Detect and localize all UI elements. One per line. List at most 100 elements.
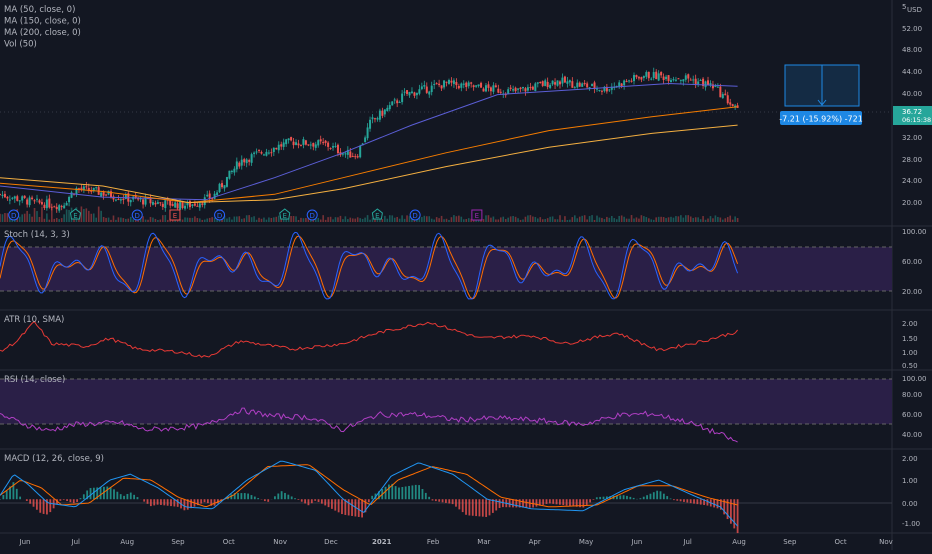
event-marker[interactable]: E [280, 209, 290, 220]
volume-bar [396, 217, 398, 222]
candle-body [655, 72, 657, 79]
event-marker[interactable]: E [170, 210, 180, 220]
rsi-title[interactable]: RSI (14, close) [4, 375, 65, 385]
event-label: D [412, 212, 417, 220]
price-axis[interactable]: 5 USD 52.00 48.00 44.00 40.00 32.00 28.0… [902, 3, 922, 207]
macd-histogram-bar [559, 499, 561, 504]
volume-bar [7, 213, 9, 222]
volume-bar [493, 217, 495, 222]
macd-tick: -1.00 [902, 520, 920, 528]
candle-body [672, 79, 674, 80]
candle-body [162, 204, 164, 207]
time-label: Jul [682, 538, 692, 546]
candle-body [4, 194, 6, 197]
stoch-tick: 100.00 [902, 228, 927, 236]
measure-tool[interactable]: -7.21 (-15.92%) -721 [779, 65, 863, 125]
atr-tick: 1.00 [902, 349, 918, 357]
candle-body [700, 80, 702, 81]
event-marker[interactable]: D [410, 210, 420, 220]
macd-histogram-bar [251, 495, 253, 499]
volume-bar [394, 218, 396, 222]
candle-body [6, 197, 8, 199]
event-marker[interactable]: D [215, 210, 225, 220]
atr-title[interactable]: ATR (10, SMA) [4, 315, 64, 325]
legend-ma200[interactable]: MA (200, close, 0) [4, 28, 81, 38]
volume-bar [692, 218, 694, 222]
volume-bar [330, 217, 332, 222]
candle-body [344, 153, 346, 154]
volume-bar [436, 217, 438, 222]
volume-bar [720, 218, 722, 222]
event-marker[interactable]: E [372, 209, 382, 220]
candle-body [552, 81, 554, 85]
candle-body [487, 84, 489, 88]
event-marker[interactable]: D [9, 210, 19, 220]
volume-bar [389, 215, 391, 222]
macd-histogram-bar [281, 491, 283, 499]
macd-histogram-bar [472, 499, 474, 516]
macd-histogram-bar [388, 485, 390, 500]
volume-bar [488, 215, 490, 222]
volume-bar [517, 218, 519, 222]
volume-bar [275, 217, 277, 222]
macd-histogram-bar [116, 492, 118, 499]
candle-body [189, 201, 191, 207]
legend-vol[interactable]: Vol (50) [4, 40, 37, 50]
volume-bar [675, 216, 677, 222]
candle-body [364, 137, 366, 142]
volume-bar [58, 219, 60, 222]
volume-bar [266, 220, 268, 222]
volume-bar [278, 216, 280, 222]
macd-histogram-bar [415, 485, 417, 499]
volume-bar [732, 220, 734, 222]
volume-bar [21, 214, 23, 222]
legend-ma50[interactable]: MA (50, close, 0) [4, 5, 75, 15]
candle-body [418, 89, 420, 94]
volume-bar [150, 217, 152, 222]
event-label: E [73, 212, 77, 220]
time-label: Sep [171, 538, 185, 546]
event-marker[interactable]: D [307, 210, 317, 220]
candle-body [122, 199, 124, 200]
volume-bar [515, 217, 517, 222]
volume-bar [490, 218, 492, 222]
volume-bar [162, 215, 164, 222]
macd-histogram-bar [512, 499, 514, 507]
macd-histogram-bar [127, 494, 129, 499]
event-marker[interactable]: E [472, 210, 482, 220]
macd-histogram-bar [358, 499, 360, 517]
volume-bar [105, 218, 107, 222]
macd-histogram-bar [264, 499, 266, 501]
volume-bar [113, 215, 115, 222]
volume-bar [320, 220, 322, 222]
event-marker[interactable]: D [132, 210, 142, 220]
volume-bar [601, 218, 603, 222]
macd-title[interactable]: MACD (12, 26, close, 9) [4, 454, 104, 464]
candle-body [295, 142, 297, 145]
macd-histogram-bar [0, 499, 1, 500]
stoch-title[interactable]: Stoch (14, 3, 3) [4, 230, 70, 240]
volume-bar [206, 218, 208, 222]
volume-bar [584, 215, 586, 222]
volume-bar [604, 219, 606, 222]
atr-line [0, 322, 738, 358]
volume-bar [209, 218, 211, 222]
countdown: 06:15:38 [902, 116, 931, 124]
volume-bar [352, 218, 354, 222]
volume-bar [502, 217, 504, 222]
volume-bar [426, 216, 428, 222]
candle-body [233, 169, 235, 173]
candle-body [169, 200, 171, 205]
macd-histogram-bar [130, 493, 132, 500]
legend-ma150[interactable]: MA (150, close, 0) [4, 17, 81, 27]
volume-bar [231, 220, 233, 222]
candle-body [290, 137, 292, 140]
time-label: Oct [835, 538, 847, 546]
volume-bar [500, 217, 502, 222]
ma-line [0, 107, 738, 203]
volume-bar [384, 216, 386, 222]
volume-bar [295, 216, 297, 222]
